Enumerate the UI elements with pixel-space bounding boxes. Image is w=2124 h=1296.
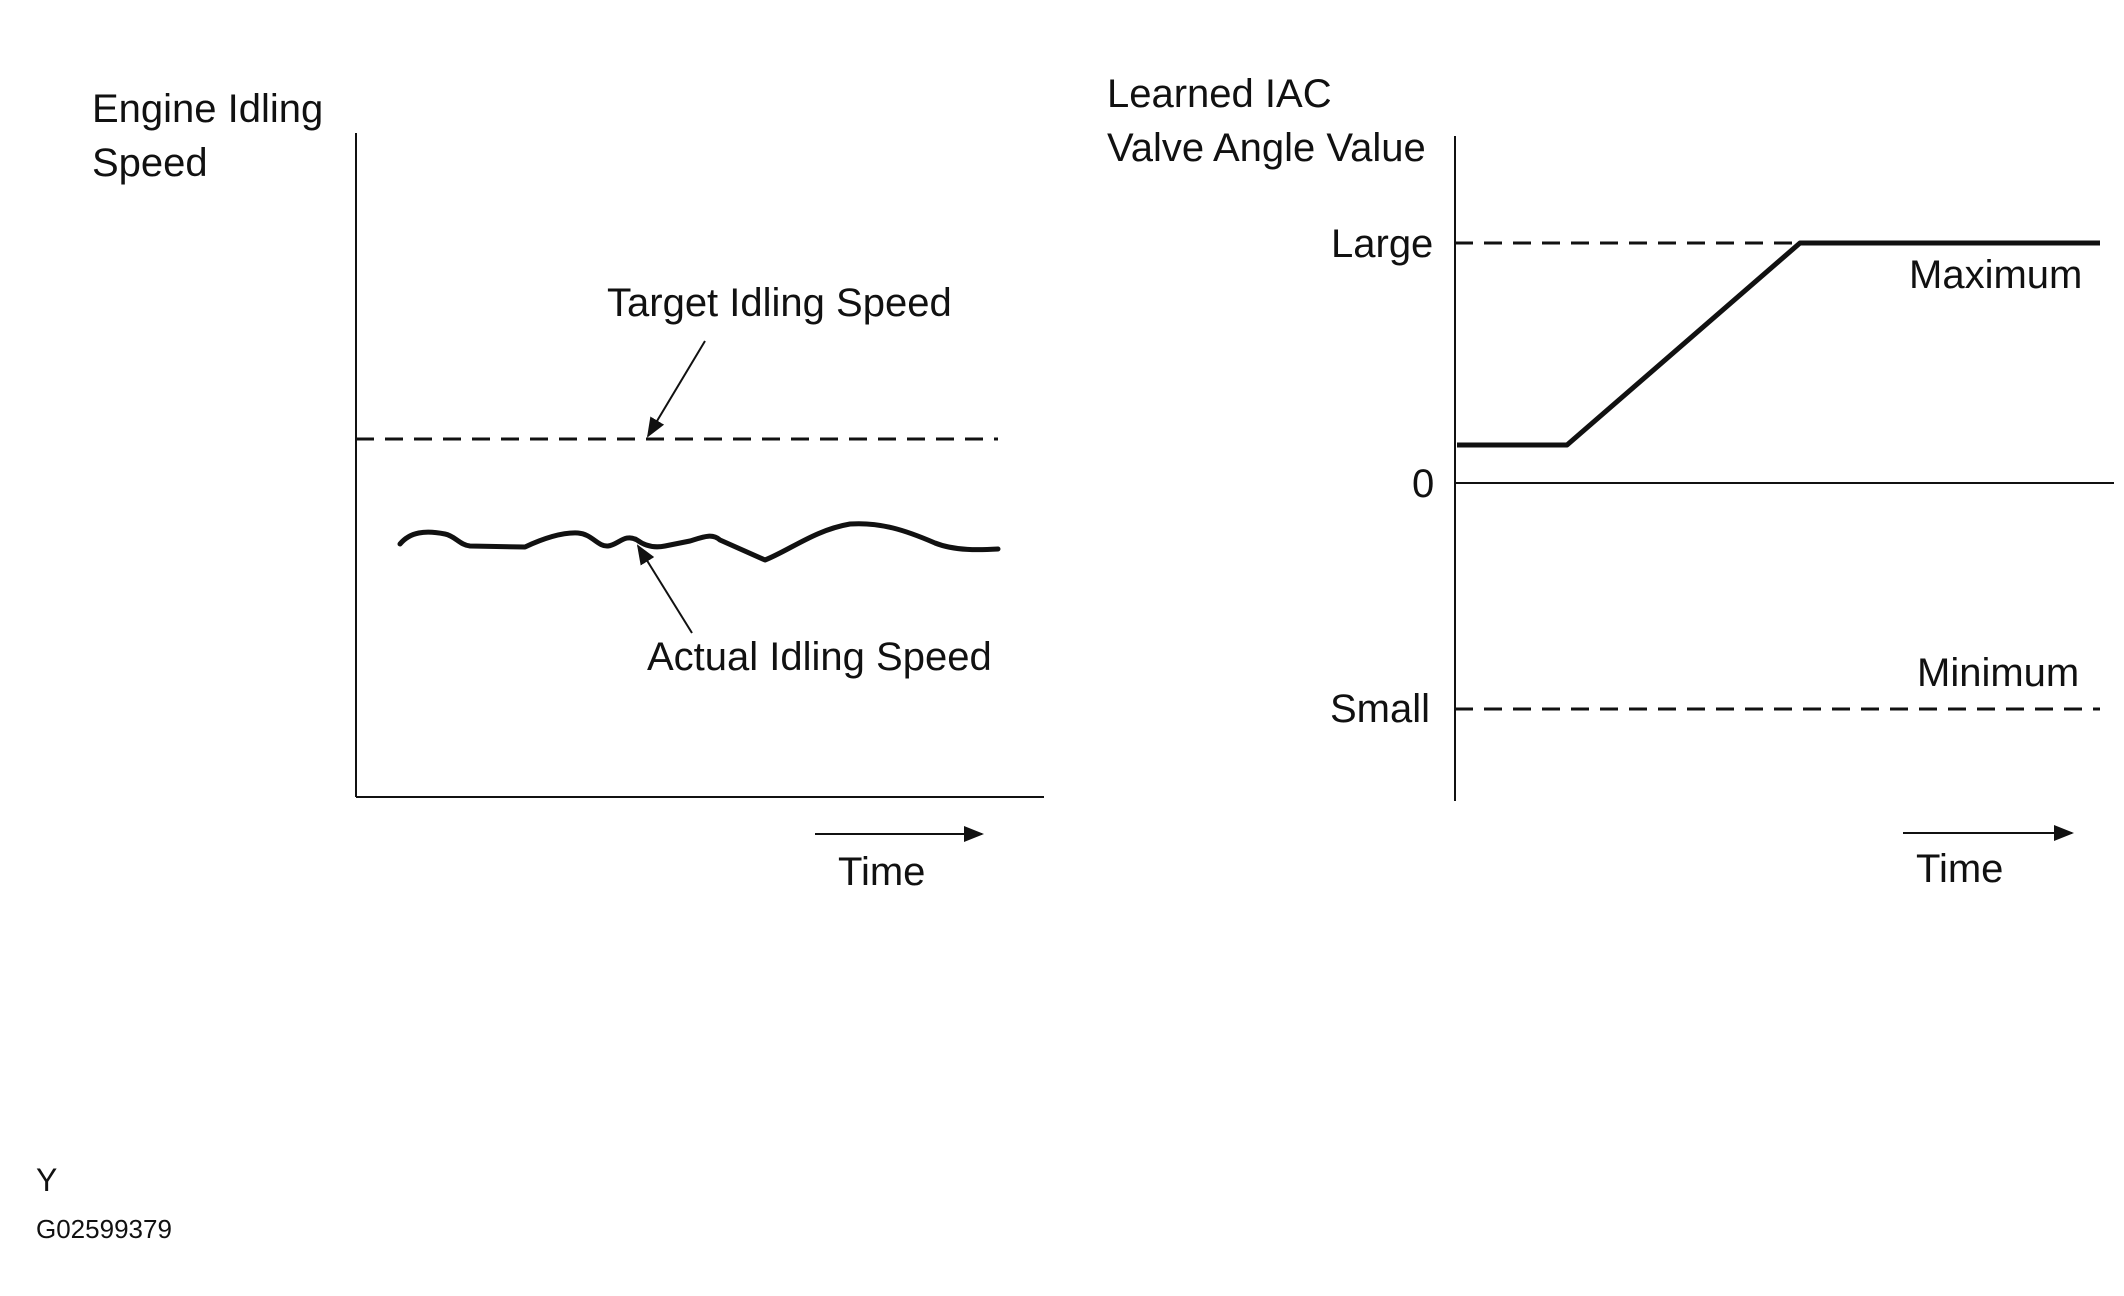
tick-large-label: Large bbox=[1331, 222, 1434, 266]
left-time-label: Time bbox=[838, 850, 926, 894]
minimum-label: Minimum bbox=[1917, 651, 2080, 695]
target-idling-speed-label: Target Idling Speed bbox=[607, 281, 952, 325]
actual-pointer-arrow bbox=[636, 544, 693, 634]
footer-marker: Y bbox=[36, 1162, 58, 1198]
actual-idling-speed-curve bbox=[397, 521, 1001, 563]
learned-iac-value-line bbox=[1457, 240, 2100, 448]
maximum-label: Maximum bbox=[1909, 253, 2083, 297]
left-y-axis-label-line2: Speed bbox=[92, 141, 208, 185]
right-y-axis-label-line2: Valve Angle Value bbox=[1107, 126, 1426, 170]
target-pointer-arrow bbox=[646, 340, 706, 438]
left-y-axis-label-line1: Engine Idling bbox=[92, 87, 324, 131]
figure-code: G02599379 bbox=[36, 1214, 172, 1244]
tick-small-label: Small bbox=[1330, 687, 1431, 731]
tick-zero-label: 0 bbox=[1412, 462, 1435, 506]
right-y-axis-label-line1: Learned IAC bbox=[1107, 72, 1332, 116]
actual-idling-speed-label: Actual Idling Speed bbox=[647, 635, 992, 679]
right-time-label: Time bbox=[1916, 847, 2004, 891]
